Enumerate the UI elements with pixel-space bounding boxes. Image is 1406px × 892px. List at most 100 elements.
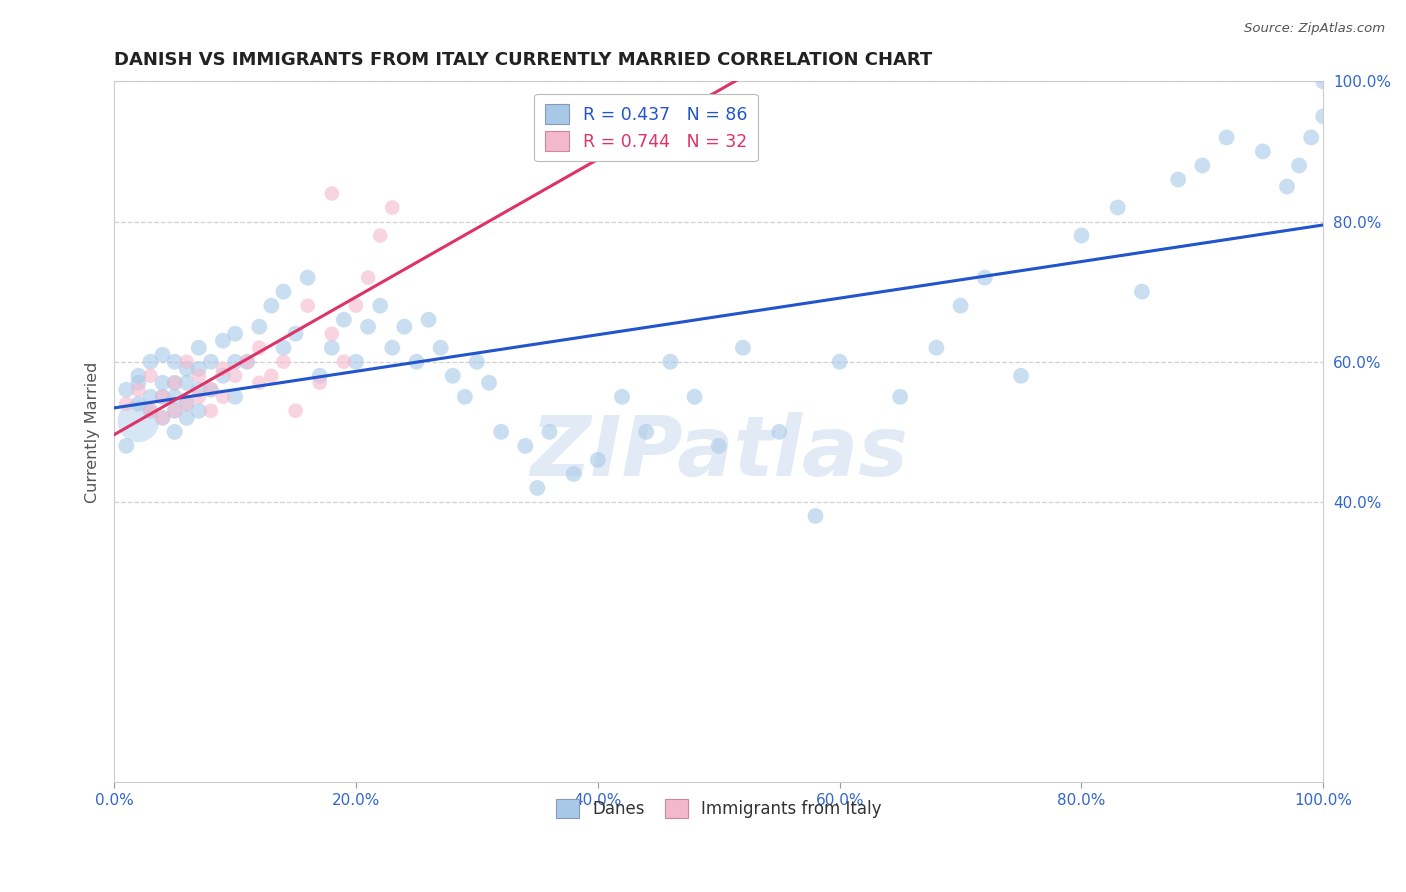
Point [1010, 368, 1032, 383]
Point [308, 376, 330, 390]
Point [321, 326, 343, 341]
Point [176, 376, 198, 390]
Point [212, 334, 235, 348]
Point [659, 355, 682, 369]
Point [139, 368, 162, 383]
Point [273, 285, 295, 299]
Point [152, 390, 174, 404]
Point [260, 368, 283, 383]
Point [212, 368, 235, 383]
Point [284, 404, 307, 418]
Point [321, 186, 343, 201]
Point [344, 355, 367, 369]
Point [247, 341, 270, 355]
Point [176, 397, 198, 411]
Point [357, 319, 380, 334]
Point [707, 439, 730, 453]
Point [949, 299, 972, 313]
Point [368, 228, 391, 243]
Point [115, 397, 138, 411]
Point [768, 425, 790, 439]
Point [152, 376, 174, 390]
Point [212, 390, 235, 404]
Point [176, 355, 198, 369]
Point [127, 376, 149, 390]
Point [526, 481, 548, 495]
Point [273, 355, 295, 369]
Point [1215, 130, 1237, 145]
Point [273, 341, 295, 355]
Point [236, 355, 259, 369]
Point [187, 341, 209, 355]
Point [731, 341, 754, 355]
Point [454, 390, 477, 404]
Point [804, 508, 827, 523]
Point [1312, 109, 1334, 123]
Point [297, 270, 319, 285]
Point [224, 368, 246, 383]
Point [333, 355, 356, 369]
Point [187, 361, 209, 376]
Point [163, 376, 186, 390]
Y-axis label: Currently Married: Currently Married [86, 361, 100, 502]
Point [465, 355, 488, 369]
Point [200, 383, 222, 397]
Point [247, 319, 270, 334]
Point [247, 376, 270, 390]
Point [828, 355, 851, 369]
Point [586, 453, 609, 467]
Text: Source: ZipAtlas.com: Source: ZipAtlas.com [1244, 22, 1385, 36]
Point [115, 383, 138, 397]
Point [478, 376, 501, 390]
Point [973, 270, 995, 285]
Text: DANISH VS IMMIGRANTS FROM ITALY CURRENTLY MARRIED CORRELATION CHART: DANISH VS IMMIGRANTS FROM ITALY CURRENTL… [114, 51, 932, 69]
Point [889, 390, 911, 404]
Point [1070, 228, 1092, 243]
Point [381, 341, 404, 355]
Point [333, 312, 356, 326]
Point [127, 397, 149, 411]
Point [163, 404, 186, 418]
Point [200, 355, 222, 369]
Point [321, 341, 343, 355]
Point [115, 439, 138, 453]
Point [1288, 159, 1310, 173]
Point [187, 390, 209, 404]
Point [515, 439, 537, 453]
Point [127, 383, 149, 397]
Point [538, 425, 561, 439]
Point [610, 390, 633, 404]
Point [176, 361, 198, 376]
Point [176, 410, 198, 425]
Text: ZIPatlas: ZIPatlas [530, 412, 908, 493]
Point [224, 390, 246, 404]
Point [139, 390, 162, 404]
Point [562, 467, 585, 481]
Point [187, 404, 209, 418]
Point [139, 404, 162, 418]
Point [1251, 145, 1274, 159]
Point [127, 414, 149, 428]
Point [224, 355, 246, 369]
Point [1275, 179, 1298, 194]
Point [429, 341, 451, 355]
Point [394, 319, 416, 334]
Point [163, 404, 186, 418]
Point [212, 361, 235, 376]
Point [308, 368, 330, 383]
Point [1301, 130, 1323, 145]
Point [297, 299, 319, 313]
Point [344, 299, 367, 313]
Point [200, 404, 222, 418]
Point [260, 299, 283, 313]
Point [236, 355, 259, 369]
Point [200, 383, 222, 397]
Point [381, 201, 404, 215]
Point [163, 355, 186, 369]
Point [1107, 201, 1129, 215]
Point [1167, 172, 1189, 186]
Point [284, 326, 307, 341]
Point [139, 355, 162, 369]
Point [405, 355, 427, 369]
Point [152, 390, 174, 404]
